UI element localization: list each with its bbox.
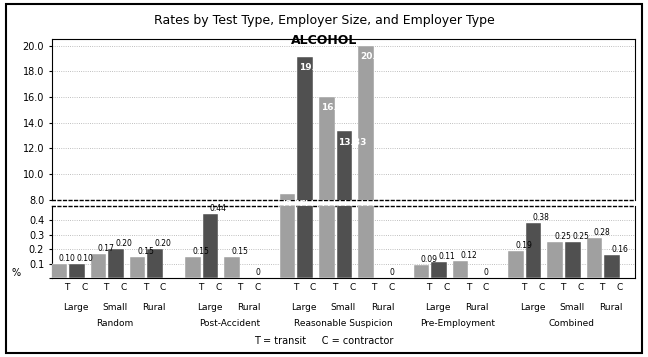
Text: Post-Accident: Post-Accident xyxy=(199,319,260,328)
Text: Large: Large xyxy=(425,303,451,312)
Text: 0.16: 0.16 xyxy=(612,245,629,254)
Bar xyxy=(453,261,469,278)
Text: 0: 0 xyxy=(389,268,394,277)
Bar xyxy=(431,262,447,278)
Bar xyxy=(185,257,201,278)
Text: 0.28: 0.28 xyxy=(594,228,610,237)
Bar xyxy=(565,299,581,302)
Bar xyxy=(548,242,563,278)
Bar xyxy=(91,254,106,278)
Bar xyxy=(185,301,201,302)
Bar xyxy=(586,299,602,302)
Text: Reasonable Suspicion: Reasonable Suspicion xyxy=(294,319,393,328)
Text: 0.19: 0.19 xyxy=(515,241,532,250)
Bar xyxy=(604,255,620,278)
Text: 0.15: 0.15 xyxy=(192,247,209,256)
Text: Small: Small xyxy=(559,303,584,312)
Text: %: % xyxy=(12,268,21,278)
Text: Rural: Rural xyxy=(143,303,166,312)
Text: 0.09: 0.09 xyxy=(421,255,437,264)
Bar xyxy=(224,301,240,302)
Bar xyxy=(130,301,145,302)
Text: 8.46: 8.46 xyxy=(284,200,307,209)
Text: Rural: Rural xyxy=(599,303,623,312)
Bar xyxy=(358,0,374,278)
Text: Random: Random xyxy=(97,319,133,328)
Text: Large: Large xyxy=(197,303,222,312)
Text: Large: Large xyxy=(520,303,546,312)
Bar xyxy=(358,46,374,302)
Text: 16.00: 16.00 xyxy=(321,104,349,112)
Text: Rural: Rural xyxy=(465,303,489,312)
Text: Small: Small xyxy=(331,303,356,312)
Bar xyxy=(297,0,313,278)
Text: 0.11: 0.11 xyxy=(439,252,456,261)
Text: 0.12: 0.12 xyxy=(460,251,477,260)
Bar xyxy=(108,249,124,278)
Text: 0.44: 0.44 xyxy=(210,204,227,213)
Bar xyxy=(51,264,67,278)
Bar xyxy=(548,299,563,302)
Text: Combined: Combined xyxy=(549,319,595,328)
Text: 19.12: 19.12 xyxy=(299,64,327,72)
Bar xyxy=(319,97,334,302)
Bar xyxy=(336,131,353,302)
Bar xyxy=(51,301,67,302)
Bar xyxy=(280,0,295,278)
Text: Small: Small xyxy=(102,303,128,312)
Text: 13.33: 13.33 xyxy=(338,138,367,147)
Bar xyxy=(297,57,313,302)
Text: 0.17: 0.17 xyxy=(98,243,115,253)
Bar xyxy=(604,300,620,302)
Text: Large: Large xyxy=(292,303,317,312)
Bar xyxy=(508,251,524,278)
Text: 0.10: 0.10 xyxy=(76,254,93,263)
Text: 0.15: 0.15 xyxy=(137,247,154,256)
Bar xyxy=(526,223,542,278)
Bar xyxy=(69,264,85,278)
Text: Rates by Test Type, Employer Size, and Employer Type: Rates by Test Type, Employer Size, and E… xyxy=(154,14,494,27)
Text: T = transit     C = contractor: T = transit C = contractor xyxy=(254,336,394,346)
Text: 0.25: 0.25 xyxy=(572,232,589,241)
Text: Large: Large xyxy=(63,303,89,312)
Text: Rural: Rural xyxy=(371,303,395,312)
Bar xyxy=(203,214,218,278)
Text: 0: 0 xyxy=(483,268,489,277)
Text: 0.10: 0.10 xyxy=(58,254,75,263)
Bar xyxy=(108,300,124,302)
Bar xyxy=(69,301,85,302)
Bar xyxy=(413,265,429,278)
Bar xyxy=(336,0,353,278)
Bar xyxy=(224,257,240,278)
Bar xyxy=(203,297,218,302)
Bar xyxy=(147,249,163,278)
Bar xyxy=(453,301,469,302)
Bar xyxy=(586,238,602,278)
Text: ALCOHOL: ALCOHOL xyxy=(291,34,357,47)
Bar xyxy=(431,301,447,302)
Text: Rural: Rural xyxy=(237,303,260,312)
Text: 0.25: 0.25 xyxy=(555,232,572,241)
Bar xyxy=(413,301,429,302)
Bar xyxy=(565,242,581,278)
Bar xyxy=(91,300,106,302)
Bar xyxy=(147,300,163,302)
Text: 0.15: 0.15 xyxy=(231,247,248,256)
Text: 0.38: 0.38 xyxy=(533,213,550,222)
Bar xyxy=(130,257,145,278)
Text: 20.00: 20.00 xyxy=(360,52,388,61)
Text: 0.20: 0.20 xyxy=(115,239,132,248)
Bar xyxy=(508,300,524,302)
Text: 0.20: 0.20 xyxy=(155,239,172,248)
Bar xyxy=(280,194,295,302)
Bar xyxy=(526,297,542,302)
Bar xyxy=(319,0,334,278)
Text: Pre-Employment: Pre-Employment xyxy=(420,319,495,328)
Text: 0: 0 xyxy=(255,268,260,277)
